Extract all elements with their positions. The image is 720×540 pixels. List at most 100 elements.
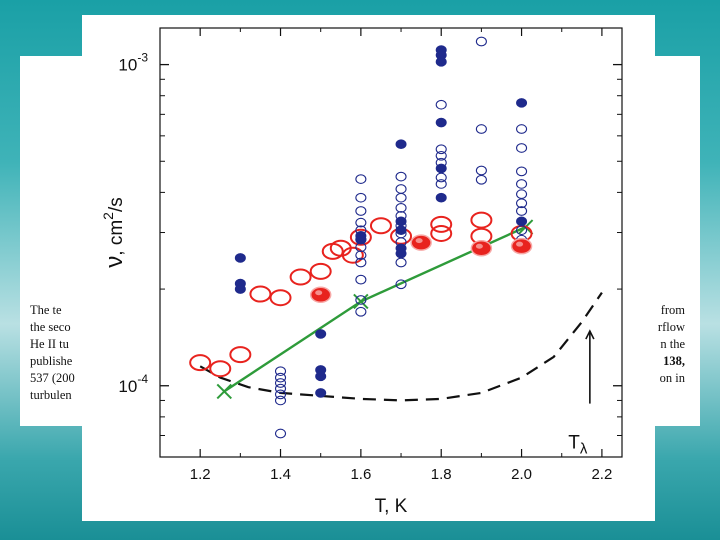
- background-text-right-line: rflow: [657, 320, 685, 334]
- red-open-point: [209, 360, 232, 378]
- y-tick-label: 10-4: [118, 372, 148, 396]
- red-filled-highlight: [315, 290, 323, 296]
- blue-open-point: [355, 217, 367, 228]
- blue-open-point: [355, 295, 367, 305]
- blue-open-point: [355, 174, 367, 184]
- x-axis-label: T, K: [375, 496, 408, 517]
- blue-open-point: [516, 206, 528, 216]
- blue-filled-point: [395, 139, 407, 150]
- red-open-point: [249, 285, 272, 303]
- blue-open-point: [355, 257, 367, 268]
- tlambda-arrow-head: [585, 329, 595, 340]
- background-text-right-line: n the: [660, 337, 685, 351]
- tlambda-label: Tλ: [568, 432, 588, 457]
- background-text-right-line: from: [660, 303, 685, 317]
- background-text-left-line: turbulen: [30, 388, 72, 402]
- background-text-right-line: 138,: [663, 354, 685, 368]
- blue-open-point: [355, 206, 367, 216]
- blue-open-point: [516, 198, 528, 209]
- red-open-point: [341, 246, 364, 264]
- blue-open-point: [435, 144, 447, 155]
- blue-open-point: [274, 372, 287, 383]
- blue-open-point: [274, 395, 287, 406]
- blue-filled-point: [395, 248, 407, 259]
- blue-open-point: [274, 389, 287, 400]
- blue-open-point: [395, 279, 407, 290]
- blue-open-point: [355, 250, 367, 261]
- blue-open-point: [395, 203, 407, 213]
- blue-open-point: [435, 99, 447, 110]
- background-text-left-line: publishe: [30, 354, 73, 368]
- blue-open-point: [355, 192, 367, 203]
- blue-filled-point: [315, 329, 327, 339]
- x-tick-label: 2.2: [591, 466, 612, 483]
- x-tick-label: 2.0: [511, 466, 532, 483]
- blue-open-point: [475, 174, 487, 185]
- blue-filled-point: [435, 192, 447, 203]
- red-open-point: [430, 215, 453, 233]
- x-tick-label: 1.2: [190, 466, 211, 483]
- blue-filled-point: [355, 234, 367, 244]
- blue-open-point: [395, 184, 407, 194]
- blue-filled-point: [315, 371, 327, 382]
- blue-filled-point: [234, 284, 246, 294]
- blue-open-point: [516, 179, 528, 189]
- green-x-marker: [216, 383, 232, 400]
- blue-open-point: [395, 171, 407, 182]
- green-x-stroke: [216, 383, 232, 400]
- green-x-marker: [353, 293, 369, 310]
- blue-filled-point: [395, 225, 407, 236]
- red-open-point: [229, 346, 252, 364]
- blue-filled-point: [315, 388, 327, 398]
- dashed-curve: [199, 291, 603, 402]
- red-open-point: [470, 211, 493, 229]
- blue-open-point: [475, 124, 487, 134]
- blue-filled-point: [516, 216, 528, 227]
- blue-open-point: [274, 383, 287, 394]
- blue-open-point: [516, 166, 528, 177]
- red-open-point: [269, 289, 292, 307]
- blue-filled-point: [435, 117, 447, 128]
- x-tick-label: 1.4: [270, 466, 291, 483]
- y-axis-label: ν, cm2/s: [100, 197, 128, 267]
- blue-open-point: [475, 36, 487, 47]
- background-text-left-line: He II tu: [30, 337, 69, 351]
- blue-open-point: [274, 366, 287, 377]
- x-tick-label: 1.6: [350, 466, 371, 483]
- blue-open-point: [274, 378, 287, 388]
- blue-filled-point: [435, 163, 447, 174]
- blue-filled-point: [435, 57, 447, 67]
- red-open-point: [430, 224, 453, 242]
- scatter-chart: 1.2 1.4 1.6 1.8 2.0 2.2 10-4 10-3 T, K ν, cm2/s T…: [100, 27, 623, 517]
- red-filled-highlight: [516, 241, 524, 247]
- green-x-stroke: [353, 293, 369, 310]
- blue-open-point: [395, 192, 407, 203]
- viscosity-figure: 1.2 1.4 1.6 1.8 2.0 2.2 10-4 10-3 T, K ν, cm2/s T…: [82, 15, 655, 521]
- blue-filled-point: [234, 253, 246, 263]
- blue-open-point: [475, 165, 487, 176]
- red-open-point: [189, 354, 212, 372]
- y-tick-label: 10-3: [118, 51, 148, 75]
- background-text-left-line: 537 (200: [30, 371, 75, 385]
- background-text-left-line: The te: [30, 303, 62, 317]
- red-open-point: [309, 262, 332, 280]
- blue-open-point: [355, 274, 367, 285]
- background-text-right-line: on in: [659, 371, 685, 385]
- x-tick-label: 1.8: [431, 466, 452, 483]
- blue-open-point: [395, 257, 407, 268]
- blue-filled-point: [516, 98, 528, 108]
- red-filled-highlight: [475, 243, 483, 249]
- blue-open-point: [435, 179, 447, 189]
- tlambda-annotation: Tλ: [568, 329, 595, 457]
- blue-open-point: [355, 306, 367, 317]
- plot-frame: [159, 27, 623, 458]
- red-filled-highlight: [415, 238, 423, 244]
- blue-open-point: [435, 150, 447, 161]
- blue-open-point: [516, 143, 528, 153]
- blue-open-point: [516, 124, 528, 134]
- red-open-point: [369, 217, 392, 235]
- blue-filled-point: [395, 216, 407, 227]
- blue-open-point: [516, 189, 528, 199]
- red-open-point: [349, 228, 372, 246]
- background-text-left-line: the seco: [30, 320, 71, 334]
